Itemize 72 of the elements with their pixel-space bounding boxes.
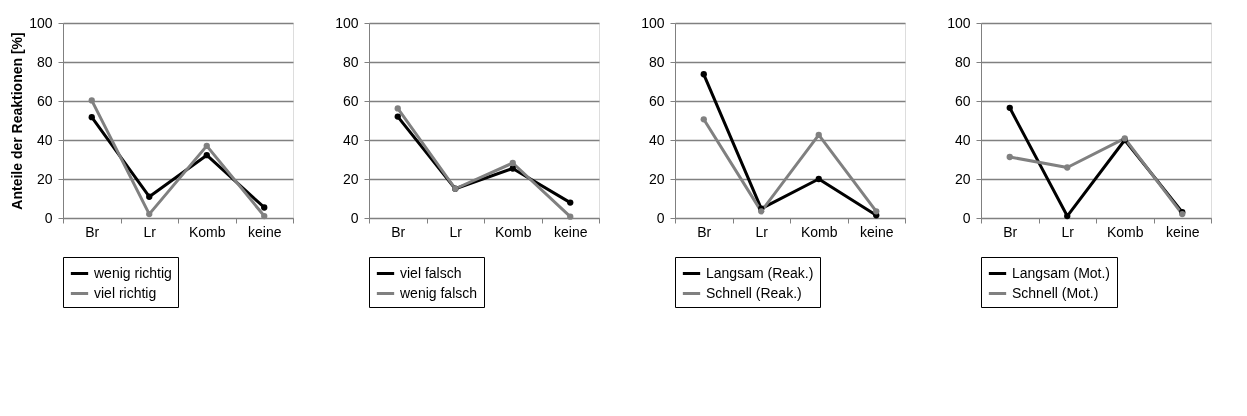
point [567,199,574,206]
y-tick-label: 20 [342,170,359,187]
y-tick-label: 40 [648,131,665,148]
point [509,159,516,167]
x-tick-label: Komb [800,223,838,240]
point [88,97,95,104]
x-tick-label: Br [697,223,712,240]
x-tick-label: keine [554,223,588,240]
x-tick-label: keine [248,223,282,240]
y-tick-label: 100 [641,14,665,31]
legend-label: wenig falsch [399,284,478,301]
point [815,175,822,183]
x-tick-label: Komb [188,223,226,240]
point [1006,104,1013,111]
y-tick-label: 100 [947,14,971,31]
point [1064,164,1071,171]
y-tick-label: 100 [29,14,53,31]
point [261,212,268,220]
y-tick-label: 40 [36,131,53,148]
x-tick-label: Lr [755,223,769,240]
x-tick-label: Komb [1106,223,1144,240]
x-tick-label: Br [85,223,100,240]
point [700,71,707,78]
point [873,208,880,215]
y-tick-label: 40 [954,131,971,148]
legend-label: viel richtig [94,284,157,301]
legend-label: Langsam (Mot.) [1012,264,1111,281]
legend-label: viel falsch [400,264,462,281]
point [1064,212,1071,220]
y-tick-label: 20 [954,170,971,187]
y-tick-label: 80 [342,53,359,70]
point [394,105,401,112]
y-tick-label: 20 [648,170,665,187]
point [567,213,574,220]
legend-label: Schnell (Reak.) [706,284,802,301]
legend-label: wenig richtig [93,264,172,281]
point [509,165,516,172]
y-tick-label: 0 [350,209,359,226]
x-tick-label: Br [1003,223,1018,240]
y-axis-title: Anteile der Reaktionen [%] [9,32,26,210]
x-tick-label: keine [1166,223,1200,240]
x-tick-label: keine [860,223,894,240]
y-tick-label: 60 [342,92,359,109]
y-tick-label: 60 [648,92,665,109]
x-tick-label: Br [391,223,406,240]
point [88,114,95,121]
point [700,116,707,123]
y-tick-label: 80 [36,53,53,70]
point [203,142,210,150]
point [394,113,401,120]
y-tick-label: 100 [335,14,359,31]
y-tick-label: 60 [954,92,971,109]
point [146,193,153,200]
y-tick-label: 0 [656,209,665,226]
x-tick-label: Lr [1061,223,1075,240]
x-tick-label: Komb [494,223,532,240]
x-tick-label: Lr [143,223,157,240]
y-tick-label: 80 [648,53,665,70]
point [1006,153,1013,161]
y-tick-label: 0 [44,209,53,226]
legend-label: Langsam (Reak.) [706,264,814,281]
point [146,210,153,218]
y-tick-label: 80 [954,53,971,70]
y-tick-label: 40 [342,131,359,148]
point [261,204,268,211]
y-tick-label: 0 [962,209,971,226]
point [815,131,822,139]
y-tick-label: 20 [36,170,53,187]
legend-label: Schnell (Mot.) [1012,284,1099,301]
y-tick-label: 60 [36,92,53,109]
point [203,152,210,159]
x-tick-label: Lr [449,223,463,240]
